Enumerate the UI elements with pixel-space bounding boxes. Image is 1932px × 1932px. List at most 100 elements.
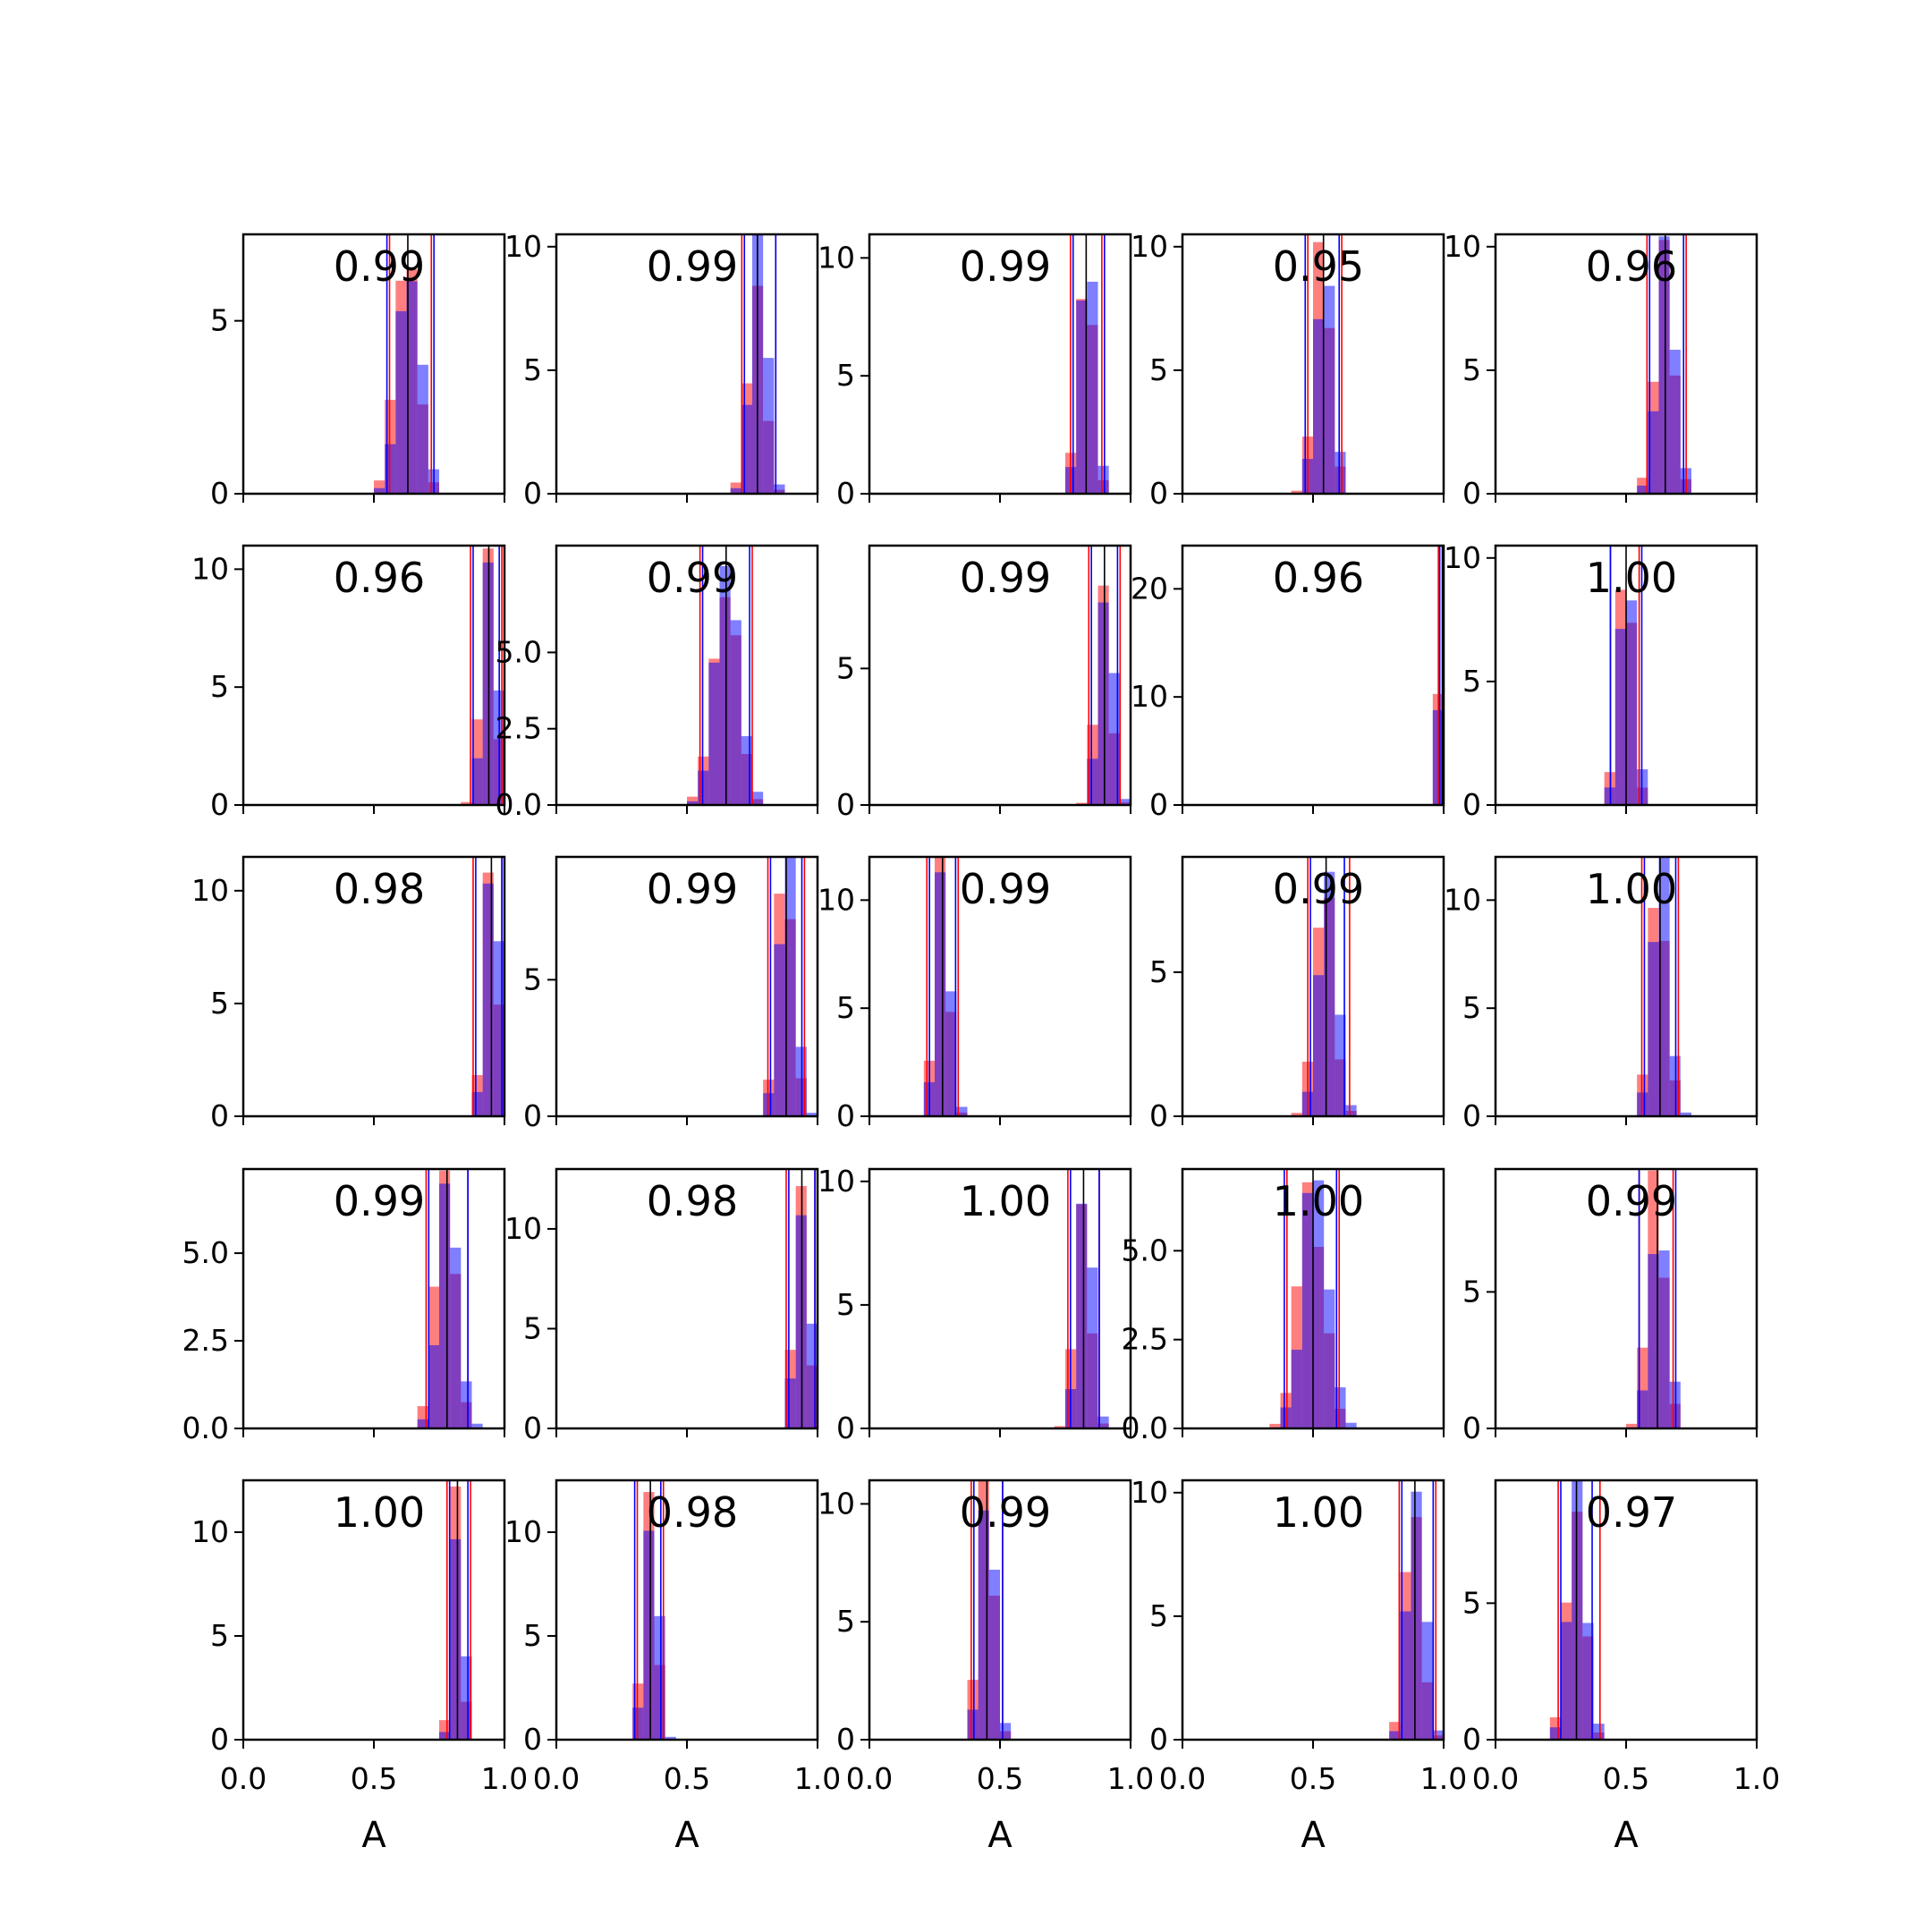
hist-bar-b [1614, 629, 1626, 805]
x-tick-label: 0.5 [1603, 1761, 1649, 1796]
panel-3-3: 0 5 10 0.99 [818, 855, 1132, 1133]
panel-value-label: 0.98 [647, 1177, 738, 1225]
hist-bar-b [1280, 1407, 1292, 1428]
hist-bar-b [374, 487, 386, 494]
x-tick-label: 0.0 [533, 1761, 580, 1796]
hist-bar-b [1658, 1250, 1670, 1428]
hist-bar-b [1087, 758, 1098, 805]
hist-bar-b [417, 364, 428, 494]
y-tick-label: 5 [1149, 1598, 1168, 1633]
hist-bar-b [417, 1419, 428, 1428]
panel-value-label: 0.99 [960, 1488, 1051, 1537]
hist-bar-b [1097, 602, 1109, 805]
hist-bar-b [806, 1113, 818, 1116]
hist-bar-b [461, 1656, 472, 1740]
x-tick-label: 0.5 [351, 1761, 397, 1796]
panel-value-label: 0.96 [334, 554, 425, 602]
panel-value-label: 0.95 [1273, 242, 1364, 291]
panel-value-label: 0.96 [1273, 554, 1364, 602]
y-tick-label: 0 [836, 1722, 855, 1757]
y-tick-label: 10 [818, 882, 855, 917]
hist-bar-a [1054, 1426, 1065, 1428]
y-tick-label: 5 [523, 962, 542, 996]
hist-bar-a [1291, 490, 1302, 494]
hist-bar-b [1313, 975, 1325, 1116]
hist-bar-b [1411, 1491, 1422, 1740]
panel-value-label: 0.99 [960, 242, 1051, 291]
hist-bar-b [1324, 285, 1335, 494]
panel-value-label: 0.99 [334, 1177, 425, 1225]
hist-bar-b [1313, 318, 1325, 494]
hist-bar-b [1119, 799, 1131, 805]
hist-bar-b [1648, 1254, 1659, 1428]
y-tick-label: 5 [1462, 1585, 1481, 1620]
y-tick-label: 10 [504, 1211, 542, 1246]
x-axis-label: A [674, 1815, 699, 1856]
hist-bar-b [1335, 1387, 1346, 1428]
x-tick-label: 1.0 [481, 1761, 528, 1796]
hist-bar-b [1648, 411, 1659, 494]
y-tick-label: 0 [210, 787, 229, 822]
panel-4-2: 0 5 10 0.98 [504, 1167, 819, 1445]
y-tick-label: 0 [1462, 1098, 1481, 1133]
y-tick-label: 10 [191, 1514, 229, 1549]
y-tick-label: 5 [1462, 352, 1481, 387]
y-tick-label: 0 [836, 476, 855, 511]
hist-bar-b [956, 1106, 968, 1116]
y-tick-label: 10 [1131, 229, 1168, 264]
panel-value-label: 0.99 [1273, 865, 1364, 913]
hist-bar-b [1658, 857, 1670, 1116]
panel-2-3: 050.99 [836, 544, 1132, 822]
y-tick-label: 0 [836, 787, 855, 822]
hist-bar-b [450, 1247, 462, 1428]
hist-bar-b [450, 1538, 462, 1740]
x-tick-label: 1.0 [1107, 1761, 1154, 1796]
y-tick-label: 0 [523, 1722, 542, 1757]
hist-bar-b [643, 1530, 655, 1740]
hist-bar-b [471, 758, 483, 805]
panel-value-label: 1.00 [960, 1177, 1051, 1225]
panel-value-label: 1.00 [334, 1488, 425, 1537]
hist-bar-b [1648, 942, 1659, 1116]
hist-bar-b [763, 358, 775, 494]
hist-bar-b [461, 1381, 472, 1428]
y-tick-label: 5 [523, 352, 542, 387]
panel-2-1: 0 5 10 0.96 [191, 544, 506, 822]
panel-value-label: 0.97 [1586, 1488, 1677, 1537]
hist-bar-b [665, 1736, 676, 1740]
hist-bar-b [741, 404, 752, 494]
hist-bar-a [1269, 1423, 1281, 1428]
y-tick-label: 0 [1462, 1722, 1481, 1757]
panel-value-label: 0.99 [647, 242, 738, 291]
hist-bar-b [395, 310, 407, 494]
panel-value-label: 1.00 [1273, 1177, 1364, 1225]
hist-bar-b [406, 281, 418, 494]
panel-value-label: 0.99 [960, 554, 1051, 602]
hist-bar-b [1087, 281, 1098, 494]
hist-bar-b [471, 1091, 483, 1116]
hist-bar-b [806, 1323, 818, 1428]
panel-1-5: 0 5 10 0.96 [1444, 229, 1758, 511]
x-tick-label: 0.5 [1290, 1761, 1336, 1796]
y-tick-label: 0.0 [182, 1411, 229, 1445]
hist-bar-a [461, 801, 472, 805]
y-tick-label: 0 [1149, 1098, 1168, 1133]
panel-value-label: 1.00 [1273, 1488, 1364, 1537]
x-tick-label: 0.0 [846, 1761, 893, 1796]
panel-5-4: 0 5 10 0.0 0.5 1.0 A 1.00 [1131, 1475, 1467, 1856]
y-tick-label: 5 [210, 669, 229, 704]
x-tick-label: 0.0 [1472, 1761, 1519, 1796]
x-tick-label: 1.0 [794, 1761, 841, 1796]
x-tick-label: 0.0 [1159, 1761, 1206, 1796]
y-tick-label: 5.0 [182, 1235, 229, 1270]
panel-4-3: 0 5 10 1.00 [818, 1164, 1132, 1445]
x-tick-label: 0.0 [220, 1761, 267, 1796]
y-tick-label: 5 [1462, 664, 1481, 699]
panel-2-5: 0 5 10 1.00 [1444, 540, 1758, 822]
panel-2-2: 0.0 2.5 5.0 0.99 [496, 544, 819, 822]
hist-bar-b [1669, 350, 1681, 494]
y-tick-label: 0 [523, 476, 542, 511]
y-tick-label: 10 [1131, 1475, 1168, 1510]
panel-2-4: 0 10 20 0.96 [1131, 544, 1445, 822]
y-tick-label: 5 [1462, 990, 1481, 1025]
